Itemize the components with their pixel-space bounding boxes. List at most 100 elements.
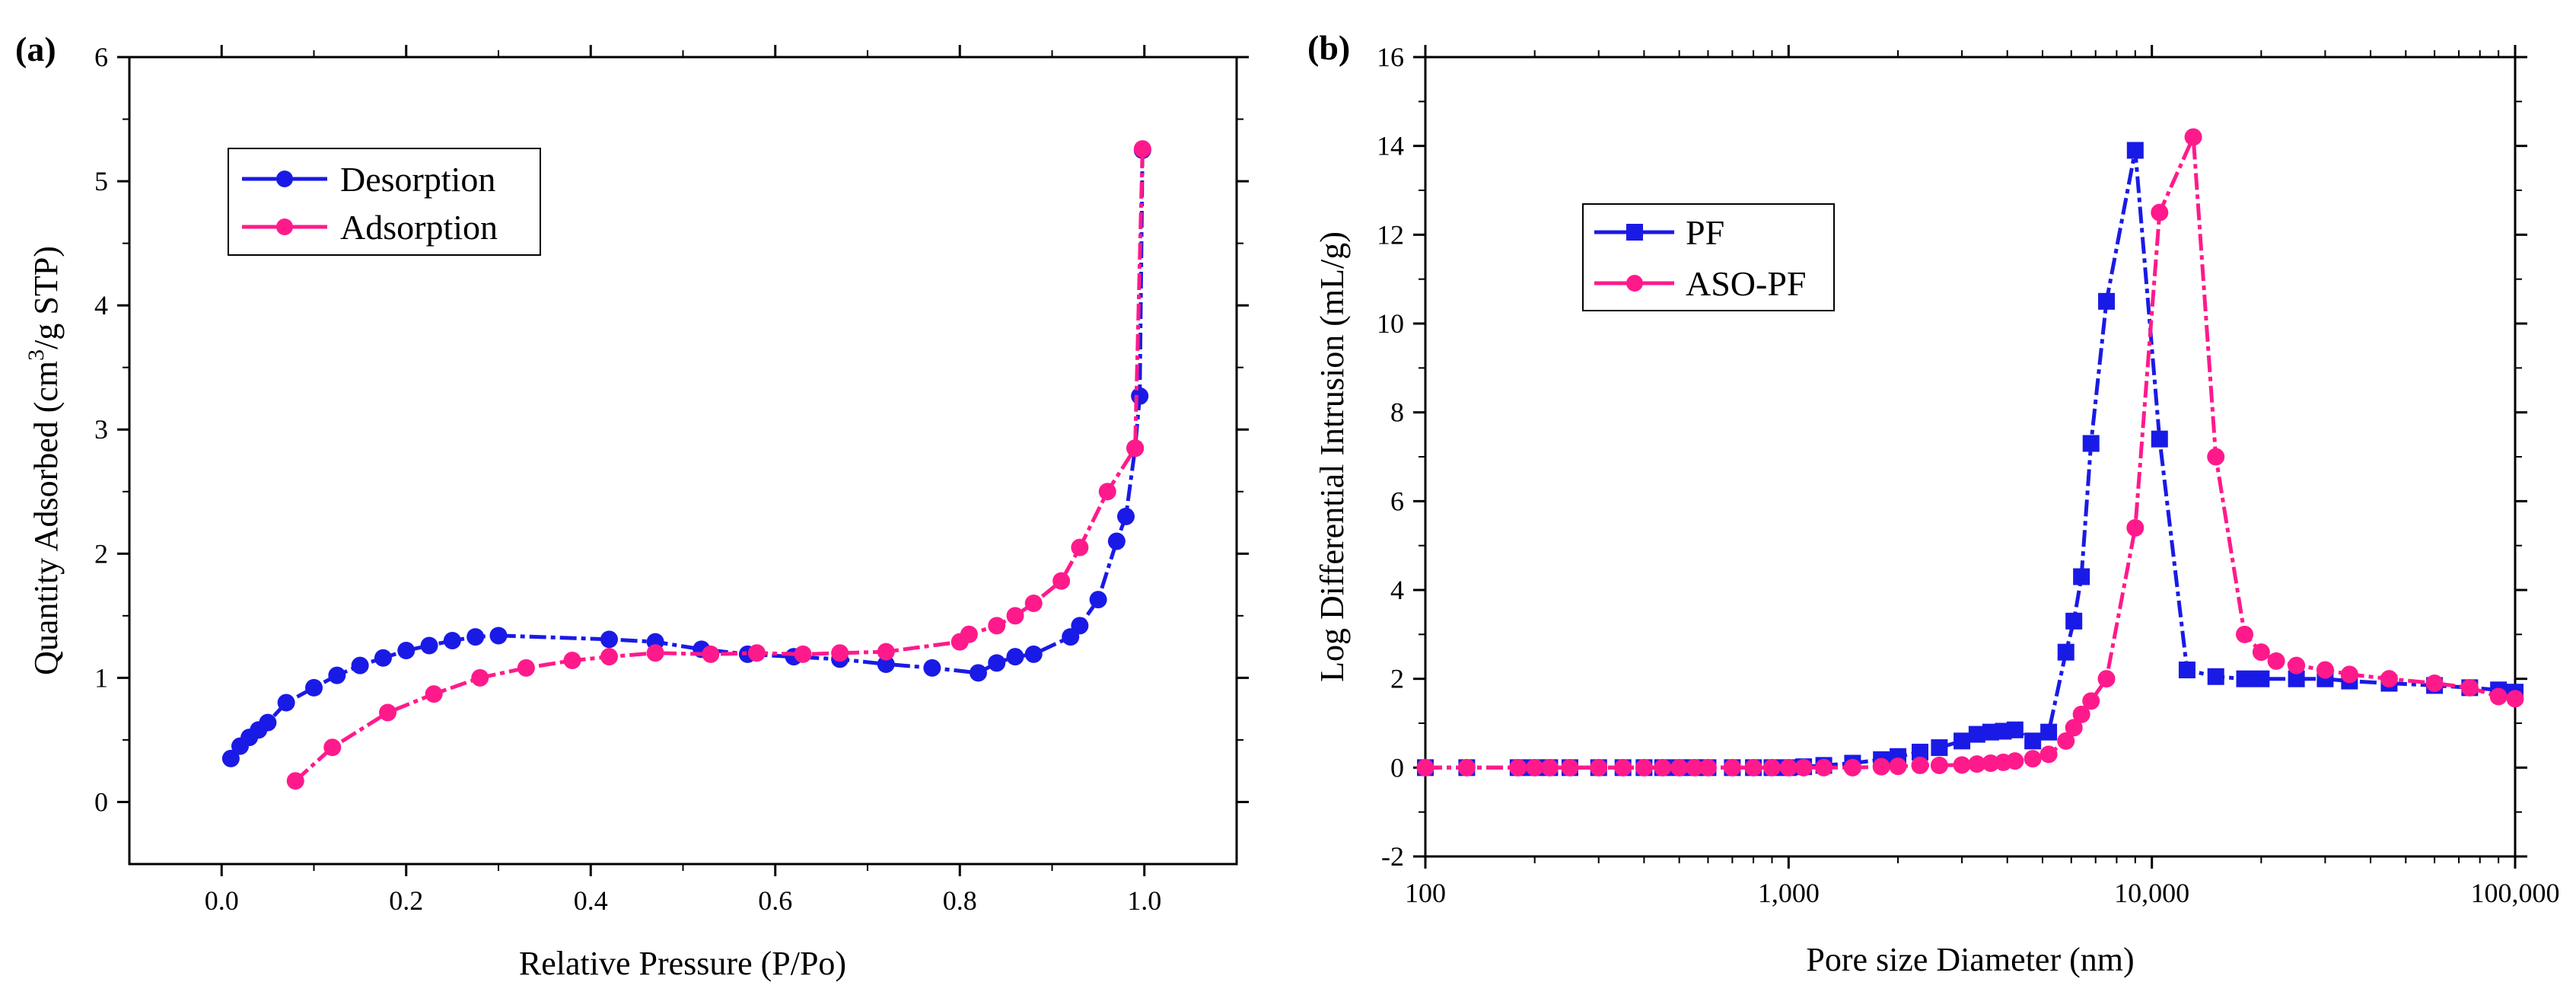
data-point-aso-pf — [2252, 643, 2270, 662]
data-point-pf — [2126, 142, 2144, 159]
data-point-aso-pf — [2340, 665, 2358, 684]
data-point-desorption — [1024, 645, 1043, 663]
data-point-adsorption — [323, 738, 342, 757]
data-point-aso-pf — [1670, 758, 1689, 777]
y-tick-label-a: 3 — [94, 414, 108, 445]
data-point-aso-pf — [2082, 692, 2100, 710]
x-tick-label-b: 100 — [1405, 878, 1446, 908]
panel-a: (a) 0.0 0.2 0.4 0.6 0.8 1.0 0 1 2 3 4 5 6 Relative P… — [15, 30, 1249, 982]
y-tick-label-a: 5 — [94, 166, 108, 196]
data-point-desorption — [1117, 507, 1135, 525]
data-point-aso-pf — [1968, 755, 1986, 773]
data-point-aso-pf — [1590, 758, 1608, 777]
data-point-aso-pf — [2489, 687, 2508, 706]
data-point-desorption — [277, 694, 295, 712]
data-point-aso-pf — [1762, 758, 1781, 777]
data-point-aso-pf — [1843, 758, 1861, 777]
y-tick-label-b: 4 — [1390, 575, 1404, 605]
data-point-desorption — [221, 749, 240, 767]
data-point-adsorption — [748, 644, 766, 662]
y-tick-label-a: 2 — [94, 538, 108, 569]
data-point-aso-pf — [1526, 758, 1544, 777]
data-point-aso-pf — [2151, 203, 2169, 222]
data-point-adsorption — [794, 645, 812, 663]
data-point-desorption — [1006, 648, 1024, 666]
data-point-desorption — [259, 713, 277, 732]
y-tick-label-a: 4 — [94, 290, 108, 321]
y-tick-label-a: 0 — [94, 786, 108, 817]
panel-b: (b) 100 1,000 10,000 100,000 -2 0 2 4 6 8 10 12 14 16… — [1307, 28, 2560, 978]
data-point-aso-pf — [1794, 758, 1813, 777]
data-point-pf — [2236, 670, 2253, 687]
data-point-adsorption — [425, 685, 443, 703]
data-point-pf — [2057, 643, 2074, 661]
data-point-desorption — [374, 649, 392, 667]
x-tick-label-b: 1,000 — [1758, 878, 1820, 908]
data-point-desorption — [489, 627, 508, 645]
legend-a: Desorption Adsorption — [228, 148, 541, 256]
data-point-pf — [2024, 732, 2042, 750]
data-point-desorption — [1131, 387, 1149, 405]
y-tick-label-a: 6 — [94, 42, 108, 72]
data-point-desorption — [397, 642, 416, 660]
data-point-desorption — [923, 659, 941, 677]
data-point-aso-pf — [2126, 518, 2145, 537]
data-point-aso-pf — [1509, 758, 1527, 777]
data-point-pf — [1911, 743, 1928, 761]
data-point-aso-pf — [2207, 448, 2225, 466]
y-tick-label-b: 16 — [1377, 42, 1404, 72]
y-tick-label-a: 1 — [94, 662, 108, 693]
data-point-aso-pf — [1416, 758, 1434, 777]
data-point-pf — [1931, 739, 1948, 757]
y-axis-label-a-sup: 3 — [24, 349, 49, 361]
data-point-desorption — [1089, 591, 1107, 609]
y-tick-label-b: 12 — [1377, 219, 1404, 250]
data-point-adsorption — [1098, 483, 1116, 501]
data-point-desorption — [877, 655, 895, 673]
axis-ticks-b: 100 1,000 10,000 100,000 -2 0 2 4 6 8 10 12 14 16 — [1377, 42, 2560, 908]
data-point-aso-pf — [1635, 758, 1653, 777]
data-point-aso-pf — [1614, 758, 1632, 777]
data-point-aso-pf — [1540, 758, 1559, 777]
panel-label-b: (b) — [1307, 28, 1350, 67]
data-point-adsorption — [960, 625, 978, 643]
data-point-pf — [1953, 732, 1971, 750]
legend-label-desorption: Desorption — [340, 160, 495, 199]
data-point-aso-pf — [1723, 758, 1741, 777]
data-point-aso-pf — [2072, 705, 2090, 723]
legend-label-aso-pf: ASO-PF — [1686, 264, 1807, 303]
data-point-pf — [1982, 723, 1999, 741]
legend-marker-adsorption — [276, 218, 293, 235]
data-point-adsorption — [600, 648, 618, 666]
data-point-adsorption — [379, 703, 396, 722]
data-point-aso-pf — [1889, 757, 1907, 776]
y-axis-label-a-suffix: /g STP) — [27, 246, 65, 349]
data-point-pf — [2006, 721, 2024, 738]
legend-box-a — [228, 148, 541, 256]
data-point-aso-pf — [1744, 758, 1762, 777]
legend-b: PF ASO-PF — [1582, 203, 1835, 311]
data-point-adsorption — [646, 644, 664, 662]
data-point-aso-pf — [2006, 752, 2024, 770]
data-point-aso-pf — [1457, 758, 1476, 777]
series-group-b — [1416, 128, 2524, 777]
data-point-adsorption — [1133, 140, 1151, 158]
axis-ticks-a: 0.0 0.2 0.4 0.6 0.8 1.0 0 1 2 3 4 5 6 — [94, 42, 1249, 916]
legend-marker-aso-pf — [1626, 275, 1643, 292]
data-point-aso-pf — [1872, 757, 1890, 776]
x-axis-label-a: Relative Pressure (P/Po) — [519, 945, 846, 982]
y-axis-label-a-prefix: Quantity Adsorbed (cm — [27, 361, 65, 675]
data-point-desorption — [970, 664, 987, 682]
data-point-adsorption — [877, 643, 895, 661]
data-point-desorption — [351, 656, 369, 674]
data-point-desorption — [988, 654, 1006, 672]
data-point-aso-pf — [1699, 758, 1717, 777]
data-point-aso-pf — [1982, 754, 2000, 772]
data-point-aso-pf — [1953, 756, 1971, 774]
data-point-aso-pf — [2039, 745, 2058, 764]
data-point-aso-pf — [2288, 656, 2306, 674]
data-point-aso-pf — [1561, 758, 1579, 777]
y-axis-label-a: Quantity Adsorbed (cm3/g STP) — [24, 246, 65, 675]
data-point-aso-pf — [1911, 756, 1929, 774]
legend-label-adsorption: Adsorption — [340, 208, 498, 247]
